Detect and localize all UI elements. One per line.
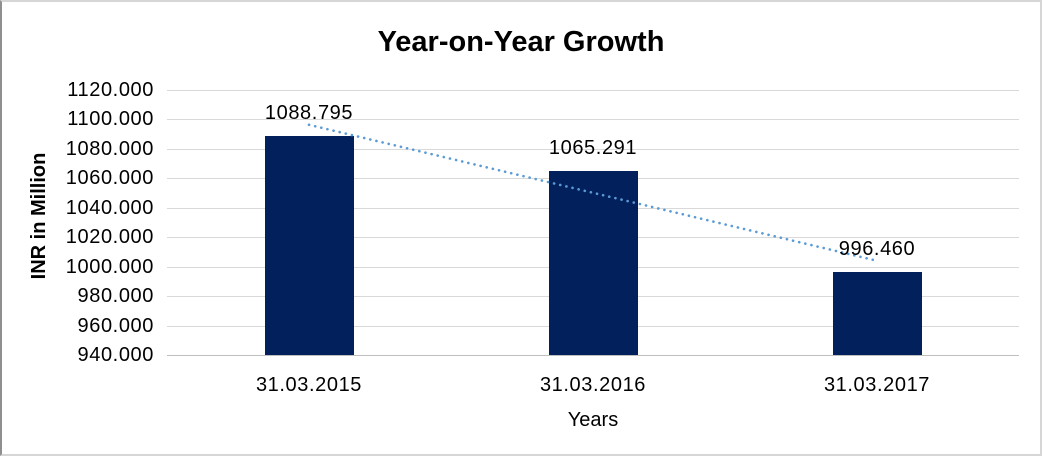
bar-31-03-2016: [548, 170, 638, 355]
bar-31-03-2015: [264, 135, 354, 355]
y-tick-label: 940.000: [77, 344, 154, 366]
x-axis-line: [167, 355, 1019, 356]
y-tick-label: 1080.000: [65, 137, 154, 160]
y-tick-label: 1000.000: [65, 255, 154, 278]
y-tick-label: 980.000: [77, 285, 154, 308]
y-tick-label: 960.000: [77, 314, 154, 337]
bar-31-03-2017: [832, 271, 922, 355]
x-tick-label: 31.03.2016: [539, 374, 647, 396]
y-tick-label: 1100.000: [67, 108, 154, 131]
chart-title: Year-on-Year Growth: [377, 26, 665, 58]
y-tick-label: 1060.000: [65, 167, 154, 190]
x-tick-label: 31.03.2015: [255, 374, 363, 396]
gridline: [167, 119, 1019, 121]
y-tick-label: 1040.000: [65, 196, 154, 219]
gridline: [167, 90, 1019, 91]
x-axis-title: Years: [567, 409, 619, 431]
y-tick-label: 1120.000: [67, 79, 154, 101]
x-tick-label: 31.03.2017: [823, 374, 931, 396]
y-tick-label: 1020.000: [65, 226, 154, 249]
